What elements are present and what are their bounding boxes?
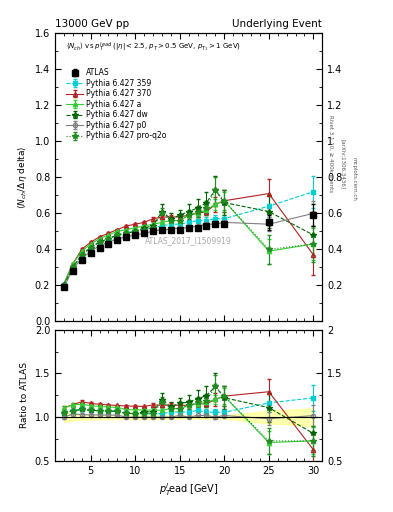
Text: ATLAS_2017_I1509919: ATLAS_2017_I1509919 [145, 236, 232, 245]
Legend: ATLAS, Pythia 6.427 359, Pythia 6.427 370, Pythia 6.427 a, Pythia 6.427 dw, Pyth: ATLAS, Pythia 6.427 359, Pythia 6.427 37… [64, 66, 169, 143]
Text: $\langle N_{ch}\rangle$ vs $p_T^{lead}$ ($|\eta|<2.5$, $p_T>0.5$ GeV, $p_{T_1}>1: $\langle N_{ch}\rangle$ vs $p_T^{lead}$ … [66, 40, 241, 54]
Text: [arXiv:1306.3436]: [arXiv:1306.3436] [340, 139, 345, 189]
X-axis label: $p_T^l\!$ead [GeV]: $p_T^l\!$ead [GeV] [159, 481, 219, 498]
Y-axis label: Ratio to ATLAS: Ratio to ATLAS [20, 362, 29, 429]
Text: Rivet 3.1.10, ≥ 400k events: Rivet 3.1.10, ≥ 400k events [328, 115, 333, 192]
Y-axis label: $\langle N_{ch}/\Delta\eta\ \mathrm{delta}\rangle$: $\langle N_{ch}/\Delta\eta\ \mathrm{delt… [16, 146, 29, 209]
Text: mcplots.cern.ch: mcplots.cern.ch [352, 157, 357, 201]
Text: Underlying Event: Underlying Event [232, 19, 322, 29]
Text: 13000 GeV pp: 13000 GeV pp [55, 19, 129, 29]
